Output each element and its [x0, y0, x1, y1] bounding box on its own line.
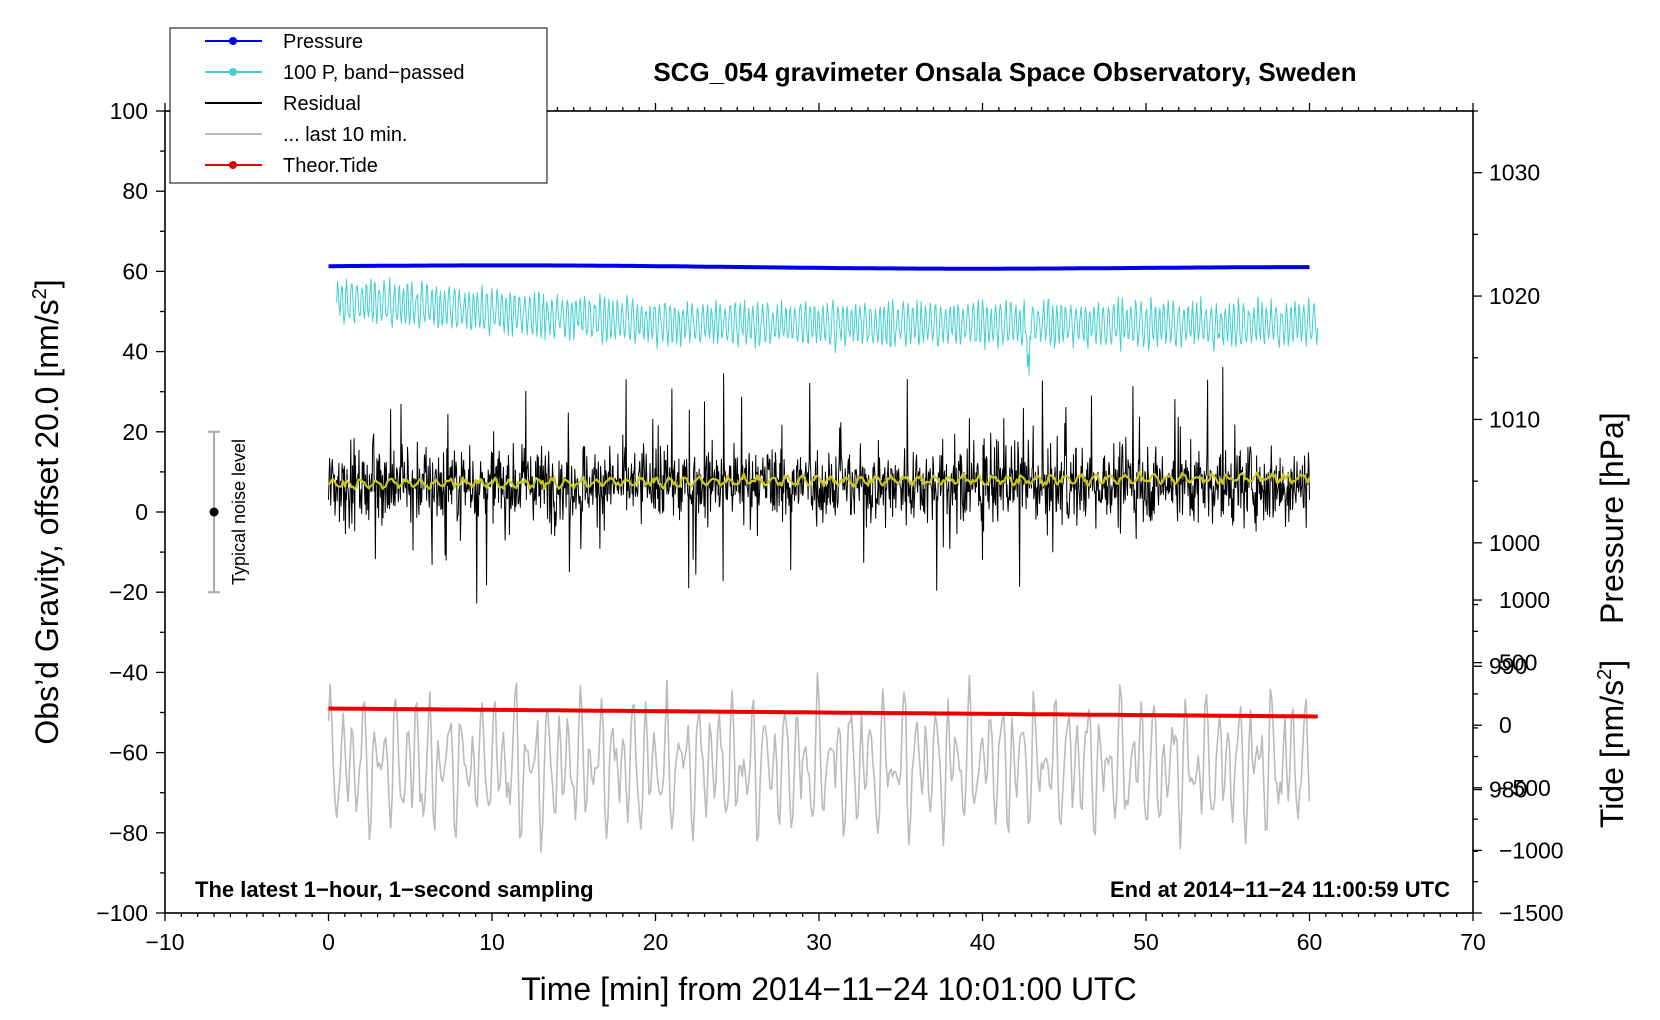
tide-axis-label-sup: 2 — [1594, 669, 1616, 680]
tide-tick-label: 0 — [1499, 712, 1512, 738]
noise-label: Typical noise level — [229, 439, 249, 585]
y-tick-label: 40 — [122, 339, 148, 365]
legend: Pressure 100 P, band−passed Residual ... la… — [169, 27, 548, 184]
x-tick-label: 30 — [806, 929, 832, 955]
x-tick-label: 50 — [1133, 929, 1159, 955]
series-pressure-bandpassed — [336, 276, 1319, 376]
series-smoothed-residual — [327, 470, 1311, 491]
pressure-tick-label: 1030 — [1489, 160, 1540, 186]
x-tick-label: 60 — [1297, 929, 1323, 955]
axis-labels: −10 0 10 20 30 40 50 60 70−100−80−60−40−20020406… — [29, 98, 1630, 1007]
tide-tick-label: −1500 — [1499, 900, 1564, 926]
legend-marker — [229, 161, 237, 169]
y-axis-label: Obs’d Gravity, offset 20.0 [nm/s2] — [29, 279, 65, 744]
tide-tick-label: −1000 — [1499, 837, 1564, 863]
x-tick-label: 10 — [479, 929, 505, 955]
series-residual — [328, 366, 1310, 604]
pressure-tick-label: 1020 — [1489, 283, 1540, 309]
series-last-10-min — [327, 672, 1311, 853]
x-axis-label: Time [min] from 2014−11−24 10:01:00 UTC — [521, 971, 1136, 1007]
legend-label: 100 P, band−passed — [283, 62, 464, 84]
tide-tick-label: 1000 — [1499, 587, 1550, 613]
y-tick-label: 100 — [110, 98, 148, 124]
y-axis-label-main: Obs’d Gravity, offset 20.0 [nm/s — [29, 299, 65, 744]
y-tick-label: −60 — [109, 740, 148, 766]
x-tick-label: 70 — [1460, 929, 1486, 955]
legend-box — [169, 27, 548, 184]
tide-tick-label: −500 — [1499, 775, 1551, 801]
series-pressure — [328, 263, 1310, 271]
pressure-axis-label: Pressure [hPa] — [1594, 412, 1630, 624]
pressure-tick-label: 990 — [1489, 653, 1527, 679]
pressure-tick-label: 1000 — [1489, 530, 1540, 556]
annotation-sampling: The latest 1−hour, 1−second sampling — [195, 877, 594, 902]
y-tick-label: 60 — [122, 258, 148, 284]
y-tick-label: −100 — [96, 900, 148, 926]
annotation-end-time: End at 2014−11−24 11:00:59 UTC — [1110, 877, 1450, 902]
x-tick-label: 0 — [322, 929, 335, 955]
y-tick-label: 0 — [135, 499, 148, 525]
tide-axis-label: Tide [nm/s2] — [1594, 660, 1630, 828]
tide-axis-label-main: Tide [nm/s — [1594, 680, 1630, 828]
y-tick-label: −80 — [109, 820, 148, 846]
tide-tick-label: 500 — [1499, 650, 1537, 676]
series-layer — [327, 263, 1319, 853]
y-axis-label-end: ] — [29, 279, 65, 288]
y-tick-label: −40 — [109, 659, 148, 685]
x-tick-label: 40 — [970, 929, 996, 955]
y-tick-label: 20 — [122, 419, 148, 445]
noise-center-dot — [209, 507, 219, 517]
noise-level-indicator: Typical noise level — [208, 430, 249, 594]
axis-ticks — [156, 103, 1482, 921]
legend-label: Theor.Tide — [283, 155, 378, 177]
x-tick-label: −10 — [145, 929, 184, 955]
tide-axis-label-end: ] — [1594, 660, 1630, 669]
legend-marker — [229, 37, 237, 45]
legend-label: Residual — [283, 93, 361, 115]
pressure-tick-label: 1010 — [1489, 406, 1540, 432]
y-tick-label: 80 — [122, 178, 148, 204]
legend-marker — [229, 68, 237, 76]
pressure-tick-label: 980 — [1489, 777, 1527, 803]
y-tick-label: −20 — [109, 579, 148, 605]
legend-label: Pressure — [283, 31, 363, 53]
legend-label: ... last 10 min. — [283, 124, 408, 146]
y-axis-label-sup: 2 — [29, 288, 51, 299]
chart-title: SCG_054 gravimeter Onsala Space Observat… — [653, 57, 1356, 87]
series-theoretical-tide — [328, 706, 1318, 719]
x-tick-label: 20 — [643, 929, 669, 955]
